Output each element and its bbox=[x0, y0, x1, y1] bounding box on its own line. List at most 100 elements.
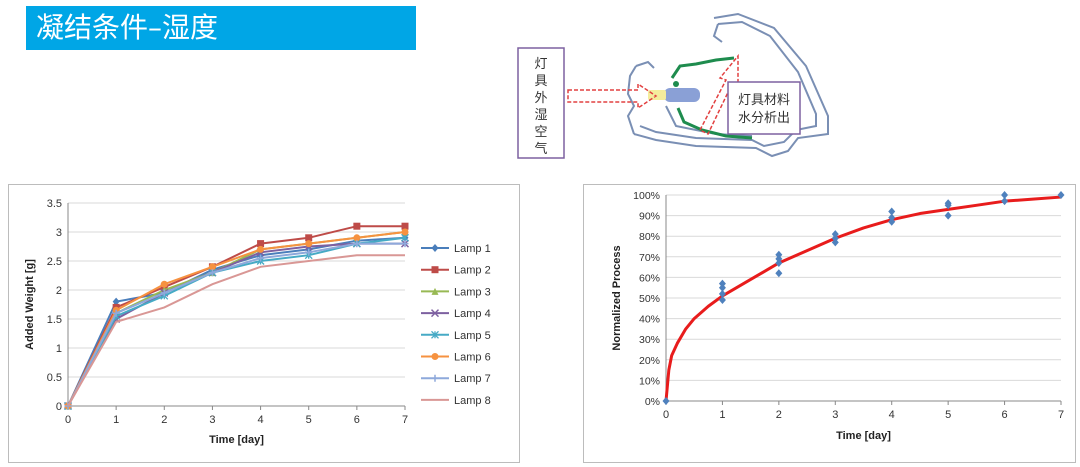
data-point bbox=[1057, 191, 1065, 199]
data-point bbox=[257, 254, 265, 262]
x-tick-label: 6 bbox=[1002, 409, 1008, 421]
data-point bbox=[353, 222, 361, 230]
y-tick-label: 20% bbox=[639, 355, 660, 367]
data-point bbox=[305, 234, 313, 242]
added-weight-chart-frame: 0 0.5 1 1.5 2 2.5 3 3.5 0 1 2 3 4 5 6 7 Time [day] Added … bbox=[8, 184, 520, 463]
legend-label: Lamp 7 bbox=[454, 373, 491, 385]
data-point bbox=[831, 234, 839, 243]
material-moisture-label-box bbox=[727, 81, 801, 135]
y-tick-label: 3 bbox=[56, 227, 62, 239]
series-8 bbox=[67, 254, 405, 407]
x-tick-label: 0 bbox=[65, 414, 71, 426]
normalized-process-chart: 0% 10% 20% 30% 40% 50% 60% 70% 80% 90% 100% 0 1 2 3 4 5 6… bbox=[611, 190, 1065, 442]
x-tick-label: 5 bbox=[945, 409, 951, 421]
x-tick-label: 4 bbox=[889, 409, 895, 421]
lamp-diagram: 灯具外湿空气 灯具材料 水分析出 bbox=[517, 12, 829, 159]
data-point bbox=[353, 234, 361, 242]
data-point bbox=[112, 309, 120, 317]
reflector bbox=[670, 56, 753, 140]
moisture-release-arrow bbox=[698, 53, 739, 136]
series-6 bbox=[64, 228, 409, 410]
y-tick-label: 50% bbox=[639, 293, 660, 305]
data-point bbox=[401, 222, 409, 230]
y-axis-label: Normalized Process bbox=[611, 245, 623, 350]
y-tick-label: 0 bbox=[56, 401, 62, 413]
y-tick-label: 10% bbox=[639, 375, 660, 387]
x-tick-label: 0 bbox=[663, 409, 669, 421]
y-axis-label: Added Weight [g] bbox=[24, 259, 36, 350]
legend-label: Lamp 5 bbox=[454, 330, 491, 342]
series-line bbox=[67, 254, 405, 407]
x-axis-label: Time [day] bbox=[209, 434, 264, 446]
data-point bbox=[944, 211, 952, 220]
legend-marker bbox=[431, 353, 439, 360]
series-line bbox=[67, 242, 405, 407]
y-tick-label: 30% bbox=[639, 334, 660, 346]
x-tick-label: 2 bbox=[776, 409, 782, 421]
normalized-process-chart-frame: 0% 10% 20% 30% 40% 50% 60% 70% 80% 90% 100% 0 1 2 3 4 5 6… bbox=[583, 184, 1076, 463]
series-line bbox=[67, 231, 406, 407]
data-point bbox=[160, 280, 168, 288]
y-tick-label: 1 bbox=[56, 343, 62, 355]
x-tick-label: 7 bbox=[402, 414, 408, 426]
data-point bbox=[831, 238, 839, 247]
y-tick-label: 90% bbox=[639, 211, 660, 223]
humid-air-arrow bbox=[567, 82, 658, 110]
data-point bbox=[775, 269, 783, 278]
legend-label: Lamp 1 bbox=[454, 243, 491, 255]
legend-label: Lamp 3 bbox=[454, 286, 491, 298]
data-point bbox=[888, 217, 896, 226]
y-tick-label: 0% bbox=[645, 396, 660, 408]
y-tick-label: 60% bbox=[639, 272, 660, 284]
legend-label: Lamp 8 bbox=[454, 395, 491, 407]
y-tick-label: 1.5 bbox=[47, 314, 62, 326]
data-point bbox=[112, 297, 120, 306]
data-point bbox=[831, 230, 839, 239]
data-point bbox=[888, 207, 896, 216]
legend-marker bbox=[430, 309, 440, 318]
series-line bbox=[67, 242, 405, 407]
data-point bbox=[718, 289, 726, 298]
legend-marker bbox=[431, 266, 439, 274]
data-point bbox=[1001, 197, 1009, 206]
legend-marker bbox=[431, 330, 439, 339]
humid-air-label: 灯具外湿空气 bbox=[534, 56, 547, 156]
data-point bbox=[718, 296, 726, 305]
scatter-points bbox=[662, 191, 1065, 405]
y-tick-label: 2.5 bbox=[47, 256, 62, 268]
legend-marker bbox=[431, 374, 439, 382]
data-point bbox=[718, 279, 726, 288]
y-tick-label: 70% bbox=[639, 252, 660, 264]
data-point bbox=[208, 269, 216, 277]
material-moisture-label-line2: 水分析出 bbox=[738, 110, 790, 125]
data-point bbox=[1001, 191, 1009, 199]
data-point bbox=[305, 240, 313, 248]
added-weight-chart: 0 0.5 1 1.5 2 2.5 3 3.5 0 1 2 3 4 5 6 7 Time [day] Added … bbox=[24, 198, 491, 446]
legend-label: Lamp 6 bbox=[454, 352, 491, 364]
y-tick-label: 0.5 bbox=[47, 372, 62, 384]
x-tick-label: 6 bbox=[354, 414, 360, 426]
data-point bbox=[353, 240, 361, 248]
fit-curve bbox=[664, 195, 1062, 402]
y-tick-label: 100% bbox=[633, 190, 660, 202]
y-tick-label: 40% bbox=[639, 314, 660, 326]
data-point bbox=[775, 250, 783, 259]
data-point bbox=[208, 263, 216, 271]
material-moisture-label-line1: 灯具材料 bbox=[738, 92, 790, 107]
bulb bbox=[648, 81, 700, 102]
data-point bbox=[305, 248, 313, 256]
data-point bbox=[888, 213, 896, 222]
data-point bbox=[718, 283, 726, 292]
x-tick-label: 7 bbox=[1058, 409, 1064, 421]
x-tick-label: 2 bbox=[161, 414, 167, 426]
y-tick-label: 3.5 bbox=[47, 198, 62, 210]
slide-title: 凝结条件–湿度 bbox=[26, 6, 416, 50]
x-tick-label: 5 bbox=[306, 414, 312, 426]
x-tick-label: 4 bbox=[258, 414, 264, 426]
x-axis-label: Time [day] bbox=[836, 430, 891, 442]
x-tick-label: 1 bbox=[113, 414, 119, 426]
series-7 bbox=[64, 240, 409, 410]
y-tick-label: 80% bbox=[639, 231, 660, 243]
data-point bbox=[662, 397, 670, 405]
legend-label: Lamp 4 bbox=[454, 308, 491, 320]
